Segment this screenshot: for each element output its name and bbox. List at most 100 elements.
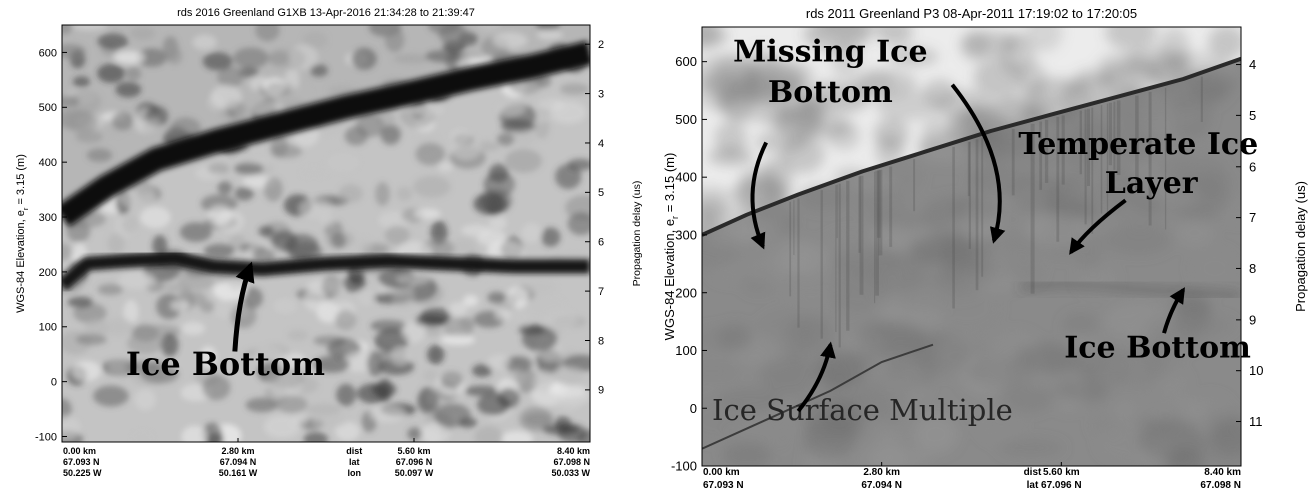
speckle <box>464 385 499 397</box>
speckle <box>234 186 254 201</box>
radar-image <box>62 25 590 442</box>
speckle <box>1155 91 1206 130</box>
speckle <box>702 398 742 442</box>
speckle <box>232 248 257 259</box>
speckle <box>375 182 390 206</box>
x-tick-label: 5.60 km <box>397 446 430 456</box>
y-tick-label: 200 <box>675 285 697 300</box>
speckle <box>62 25 73 35</box>
speckle <box>542 423 579 435</box>
annotation-arrow <box>1162 287 1185 334</box>
speckle <box>844 333 887 354</box>
speckle <box>523 412 553 427</box>
y-axis-label-main: WGS-84 Elevation, e <box>15 210 27 313</box>
x-tick-label: 50.097 W <box>395 468 434 478</box>
speckle <box>718 322 753 352</box>
speckle <box>463 294 479 307</box>
y2-tick-label: 4 <box>1249 57 1256 72</box>
speckle <box>200 301 215 313</box>
y-tick-label: 400 <box>39 157 57 169</box>
y-tick-label: 400 <box>675 170 697 185</box>
speckle <box>336 383 357 407</box>
speckle <box>888 168 924 188</box>
x-tick-label: 67.096 N <box>1041 480 1082 491</box>
annotation-arrow <box>950 83 1006 244</box>
speckle <box>287 329 309 341</box>
speckle <box>477 230 508 246</box>
speckle <box>780 134 825 174</box>
speckle <box>62 398 72 420</box>
speckle <box>1067 101 1105 146</box>
speckle <box>448 301 468 316</box>
y2-tick-label: 8 <box>1249 261 1256 276</box>
speckle <box>202 52 233 71</box>
speckle <box>492 32 528 49</box>
y2-tick-label: 6 <box>598 237 604 249</box>
speckle <box>374 328 409 353</box>
ice-surface-reflection <box>702 56 1241 237</box>
x-tick-label: 0.00 km <box>63 446 96 456</box>
speckle <box>803 415 858 460</box>
y2-tick-label: 9 <box>1249 312 1256 327</box>
x-tick-label: 67.098 N <box>1200 480 1241 491</box>
speckle <box>322 274 341 298</box>
speckle <box>1074 69 1114 88</box>
speckle <box>497 132 515 146</box>
y-tick-label: 300 <box>675 227 697 242</box>
annotation-label: Temperate Ice <box>1018 127 1258 162</box>
x-axis-row-name: dist <box>346 446 362 456</box>
speckle <box>357 289 376 306</box>
y-tick-label: 200 <box>39 267 57 279</box>
speckle <box>192 34 217 51</box>
speckle <box>320 214 335 227</box>
speckle <box>369 405 405 423</box>
speckle <box>384 225 410 245</box>
speckle <box>310 64 328 77</box>
speckle <box>344 126 368 146</box>
speckle <box>567 212 590 236</box>
speckle <box>909 233 977 265</box>
x-tick-label: 67.093 N <box>63 457 100 467</box>
speckle <box>384 27 405 53</box>
speckle <box>86 148 113 162</box>
speckle <box>1215 198 1241 223</box>
speckle <box>327 153 360 172</box>
speckle <box>115 81 142 98</box>
speckle-texture <box>702 27 1241 466</box>
speckle <box>1145 57 1193 83</box>
speckle <box>483 171 515 198</box>
speckle <box>761 156 793 200</box>
speckle <box>440 334 476 345</box>
speckle <box>500 430 534 442</box>
speckle <box>1014 257 1044 283</box>
speckle <box>702 362 739 380</box>
speckle <box>487 291 506 304</box>
speckle <box>422 369 438 382</box>
x-tick-label: 50.161 W <box>219 468 258 478</box>
speckle <box>414 208 441 220</box>
ice-bottom-reflection <box>62 251 590 291</box>
speckle <box>258 225 275 237</box>
y2-axis-label: Propagation delay (us) <box>631 181 643 287</box>
speckle <box>863 369 912 397</box>
speckle <box>413 175 451 198</box>
speckle <box>263 177 283 202</box>
speckle <box>1208 27 1241 60</box>
speckle <box>142 117 161 140</box>
speckle <box>134 389 156 411</box>
speckle <box>207 163 230 175</box>
speckle <box>71 360 102 382</box>
speckle <box>186 292 207 306</box>
speckle <box>1174 220 1214 247</box>
y-axis-label-subscript: r <box>670 216 680 219</box>
speckle <box>306 403 342 416</box>
speckle <box>410 104 445 116</box>
speckle <box>62 44 86 59</box>
y2-tick-label: 4 <box>598 138 604 150</box>
speckle <box>1016 342 1083 374</box>
speckle <box>284 67 300 92</box>
speckle <box>702 54 760 94</box>
speckle <box>486 240 525 264</box>
speckle <box>433 403 472 428</box>
annotation-label: Ice Bottom <box>1064 330 1251 365</box>
